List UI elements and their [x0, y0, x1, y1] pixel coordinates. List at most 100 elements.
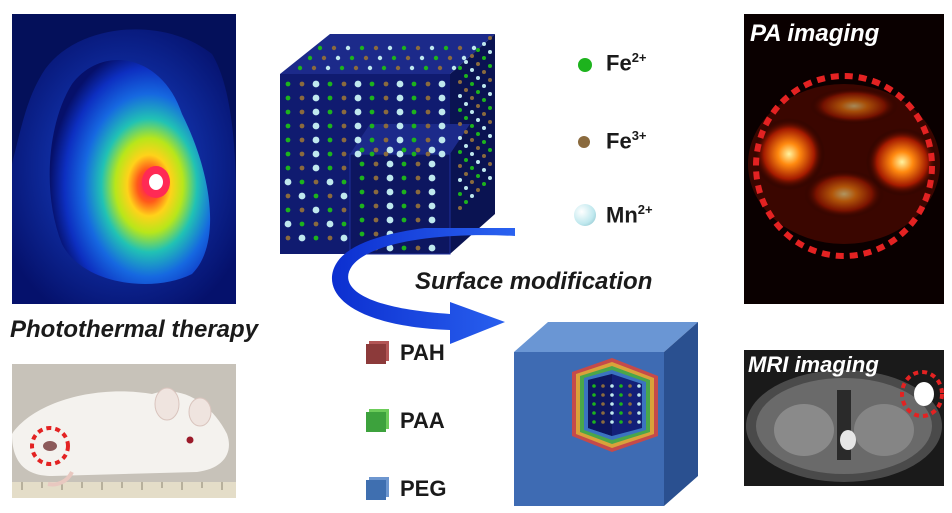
- ion-dot: [637, 402, 641, 406]
- ion-dot: [369, 123, 375, 129]
- ion-dot: [327, 137, 333, 143]
- mn2-dot-icon: [574, 204, 596, 226]
- ion-dot: [373, 231, 379, 237]
- ion-dot: [476, 132, 480, 136]
- ion-dot: [451, 65, 457, 71]
- ion-dot: [285, 151, 291, 157]
- ion-dot: [470, 54, 474, 58]
- ion-dot: [425, 151, 431, 157]
- ion-dot: [476, 118, 480, 122]
- ion-dot: [377, 55, 383, 61]
- ion-dot: [488, 176, 492, 180]
- ion-dot: [425, 109, 431, 115]
- ion-dot: [601, 384, 605, 388]
- ion-dot: [425, 137, 431, 143]
- ion-dot: [373, 217, 379, 223]
- ion-dot: [601, 420, 605, 424]
- ion-dot: [458, 136, 462, 140]
- ion-dot: [401, 245, 407, 251]
- ion-dot: [313, 221, 319, 227]
- nanocube-diagram: [270, 24, 510, 264]
- ion-dot: [387, 45, 393, 51]
- ion-dot: [423, 65, 429, 71]
- ion-dot: [419, 55, 425, 61]
- ion-dot: [396, 80, 404, 88]
- ion-dot: [470, 166, 474, 170]
- ion-dot: [299, 95, 305, 101]
- ion-dot: [628, 420, 632, 424]
- ion-dot: [312, 206, 320, 214]
- ion-dot: [425, 95, 431, 101]
- ion-dot: [326, 178, 334, 186]
- ion-dot: [363, 55, 369, 61]
- ion-dot: [341, 221, 347, 227]
- ion-dot: [411, 95, 417, 101]
- ion-dot: [353, 65, 359, 71]
- ion-dot: [438, 108, 446, 116]
- ion-dot: [628, 384, 632, 388]
- ion-dot: [470, 124, 474, 128]
- ion-dot: [327, 235, 333, 241]
- ion-dot: [438, 122, 446, 130]
- ion-dot: [458, 192, 462, 196]
- ion-dot: [373, 45, 379, 51]
- ion-dot: [592, 420, 596, 424]
- ion-dot: [476, 62, 480, 66]
- ion-dot: [482, 98, 486, 102]
- ion-dot: [464, 186, 468, 190]
- ion-dot: [396, 94, 404, 102]
- ion-dot: [383, 123, 389, 129]
- ion-dot: [482, 84, 486, 88]
- ion-dot: [592, 384, 596, 388]
- ion-dot: [610, 402, 614, 406]
- ion-legend: Fe2+ Fe3+ Mn2+: [570, 50, 730, 250]
- ion-dot: [401, 161, 407, 167]
- ion-dot: [464, 172, 468, 176]
- ion-dot: [340, 192, 348, 200]
- ion-dot: [354, 108, 362, 116]
- ion-dot: [425, 81, 431, 87]
- ion-dot: [321, 55, 327, 61]
- ion-dot: [396, 136, 404, 144]
- ion-dot: [628, 393, 632, 397]
- ion-dot: [298, 192, 306, 200]
- ion-dot: [359, 175, 365, 181]
- ion-dot: [428, 202, 436, 210]
- ion-dot: [285, 193, 291, 199]
- ion-dot: [438, 94, 446, 102]
- ion-dot: [458, 94, 462, 98]
- ion-dot: [383, 109, 389, 115]
- ion-dot: [482, 140, 486, 144]
- ion-dot: [429, 45, 435, 51]
- ion-dot: [411, 81, 417, 87]
- ion-dot: [488, 134, 492, 138]
- ion-dot: [339, 65, 345, 71]
- ion-dot: [464, 158, 468, 162]
- ion-dot: [386, 160, 394, 168]
- ion-dot: [488, 162, 492, 166]
- ion-dot: [415, 245, 421, 251]
- ion-dot: [428, 146, 436, 154]
- ion-dot: [327, 207, 333, 213]
- ion-dot: [592, 411, 596, 415]
- ion-dot: [359, 147, 365, 153]
- ion-dot: [386, 188, 394, 196]
- ion-dot: [415, 45, 421, 51]
- ion-dot: [488, 36, 492, 40]
- ion-dot: [327, 193, 333, 199]
- ion-dot: [428, 188, 436, 196]
- ion-dot: [369, 109, 375, 115]
- ion-dot: [285, 137, 291, 143]
- ion-dot: [285, 95, 291, 101]
- fe2-dot-icon: [578, 58, 592, 72]
- ion-dot: [443, 45, 449, 51]
- ion-dot: [476, 188, 480, 192]
- ion-dot: [458, 80, 462, 84]
- thermal-image: [12, 14, 237, 304]
- ion-dot: [383, 151, 389, 157]
- ion-dot: [470, 82, 474, 86]
- ion-dot: [476, 76, 480, 80]
- ion-dot: [284, 178, 292, 186]
- paa-cube-icon: [366, 412, 386, 432]
- ion-dot: [297, 65, 303, 71]
